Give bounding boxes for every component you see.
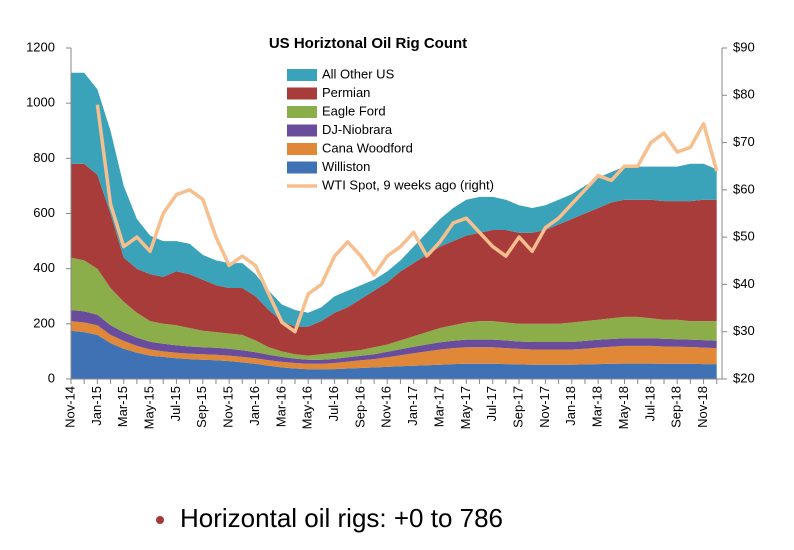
legend-swatch — [287, 87, 317, 100]
y2-tick-label: $90 — [733, 39, 755, 54]
x-tick-label: Jan-15 — [89, 386, 104, 426]
footer-bullet: Horizontal oil rigs: +0 to 786 — [180, 503, 503, 533]
x-tick-label: Jan-17 — [405, 386, 420, 426]
area — [71, 330, 717, 379]
legend-swatch — [287, 161, 317, 174]
x-tick-label: May-17 — [458, 386, 473, 429]
x-tick-label: Nov-18 — [695, 386, 710, 428]
x-tick-label: Jan-16 — [247, 386, 262, 426]
y-tick-label: 600 — [33, 205, 55, 220]
x-tick-label: Sep-15 — [194, 386, 209, 428]
x-tick-label: Jul-16 — [326, 386, 341, 421]
y-tick-label: 1000 — [26, 95, 55, 110]
chart-title: US Horiztonal Oil Rig Count — [269, 35, 467, 52]
y2-tick-label: $80 — [733, 87, 755, 102]
area — [71, 321, 717, 370]
area — [71, 163, 717, 356]
area — [71, 310, 717, 364]
x-tick-label: Nov-14 — [62, 386, 77, 428]
y2-tick-label: $60 — [733, 181, 755, 196]
legend-label: Eagle Ford — [322, 103, 386, 118]
x-tick-label: May-16 — [300, 386, 315, 429]
y-tick-label: 0 — [48, 370, 55, 385]
y-tick-label: 400 — [33, 260, 55, 275]
legend-swatch — [287, 106, 317, 118]
legend-label: All Other US — [322, 66, 395, 81]
x-tick-label: Mar-17 — [431, 386, 446, 427]
legend-label: Permian — [322, 85, 370, 100]
legend-swatch — [287, 124, 317, 137]
legend-label: DJ-Niobrara — [322, 122, 393, 137]
y-tick-label: 800 — [33, 150, 55, 165]
x-tick-label: Mar-15 — [115, 386, 130, 427]
x-tick-label: Sep-17 — [510, 386, 525, 428]
y2-tick-label: $70 — [733, 134, 755, 149]
x-tick-label: Mar-16 — [273, 386, 288, 427]
x-tick-label: Sep-18 — [669, 386, 684, 428]
legend-label: Williston — [322, 159, 370, 174]
line — [95, 104, 719, 334]
x-tick-label: Jul-18 — [642, 386, 657, 421]
x-tick-label: Nov-17 — [537, 386, 552, 428]
y2-tick-label: $20 — [733, 370, 755, 385]
legend-swatch — [287, 143, 317, 155]
y-tick-label: 1200 — [26, 39, 55, 54]
x-tick-label: Jan-18 — [563, 386, 578, 426]
x-tick-label: May-18 — [616, 386, 631, 429]
x-tick-label: Mar-18 — [590, 386, 605, 427]
y2-tick-label: $40 — [733, 276, 755, 291]
x-tick-label: Nov-15 — [221, 386, 236, 428]
y2-tick-label: $30 — [733, 323, 755, 338]
y-tick-label: 200 — [33, 315, 55, 330]
y2-tick-label: $50 — [733, 229, 755, 244]
area — [71, 257, 717, 360]
x-tick-label: Sep-16 — [352, 386, 367, 428]
x-tick-label: Nov-16 — [379, 386, 394, 428]
bullet-dot — [156, 516, 164, 524]
legend-swatch — [287, 69, 317, 81]
legend-label: Cana Woodford — [322, 140, 413, 155]
x-tick-label: May-15 — [142, 386, 157, 429]
x-tick-label: Jul-15 — [168, 386, 183, 421]
x-tick-label: Jul-17 — [484, 386, 499, 421]
legend-label: WTI Spot, 9 weeks ago (right) — [322, 177, 494, 192]
